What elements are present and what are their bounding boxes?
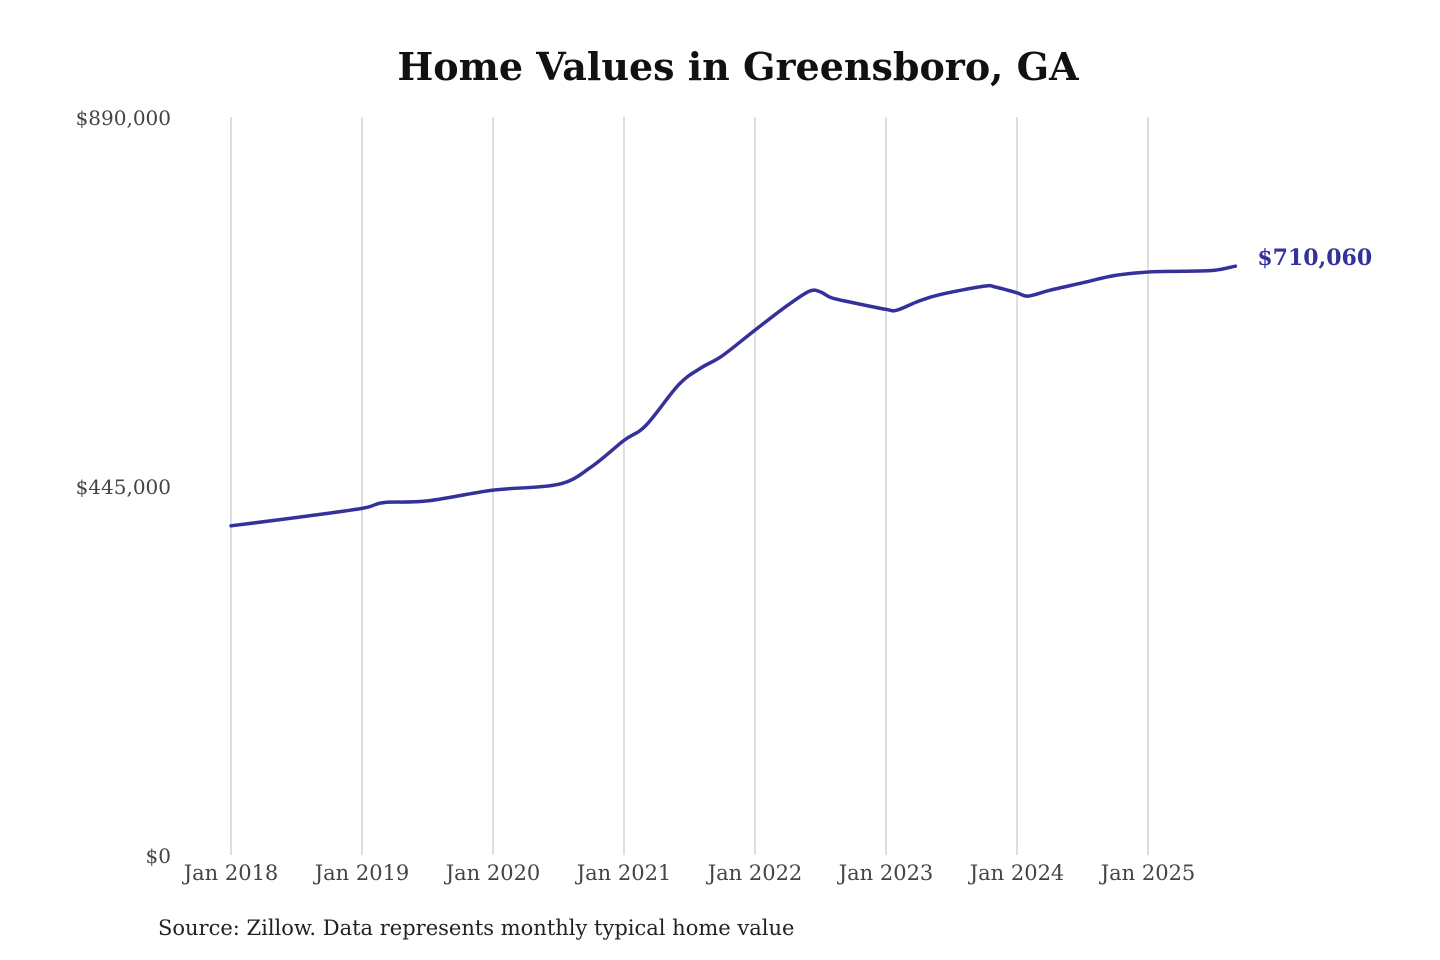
y-tick-label: $890,000 <box>76 106 171 130</box>
x-tick-label: Jan 2021 <box>575 861 672 885</box>
series-line <box>229 264 1238 528</box>
source-note: Source: Zillow. Data represents monthly … <box>158 916 795 940</box>
x-tick-label: Jan 2020 <box>444 861 541 885</box>
x-tick-label: Jan 2018 <box>182 861 279 885</box>
end-value-label: $710,060 <box>1257 245 1372 271</box>
x-tick-label: Jan 2019 <box>313 861 410 885</box>
y-tick-label: $0 <box>146 844 171 868</box>
y-tick-label: $445,000 <box>76 475 171 499</box>
x-tick-label: Jan 2024 <box>968 861 1065 885</box>
x-tick-label: Jan 2022 <box>706 861 803 885</box>
x-tick-label: Jan 2025 <box>1099 861 1196 885</box>
chart-title: Home Values in Greensboro, GA <box>397 44 1079 89</box>
x-tick-label: Jan 2023 <box>837 861 934 885</box>
